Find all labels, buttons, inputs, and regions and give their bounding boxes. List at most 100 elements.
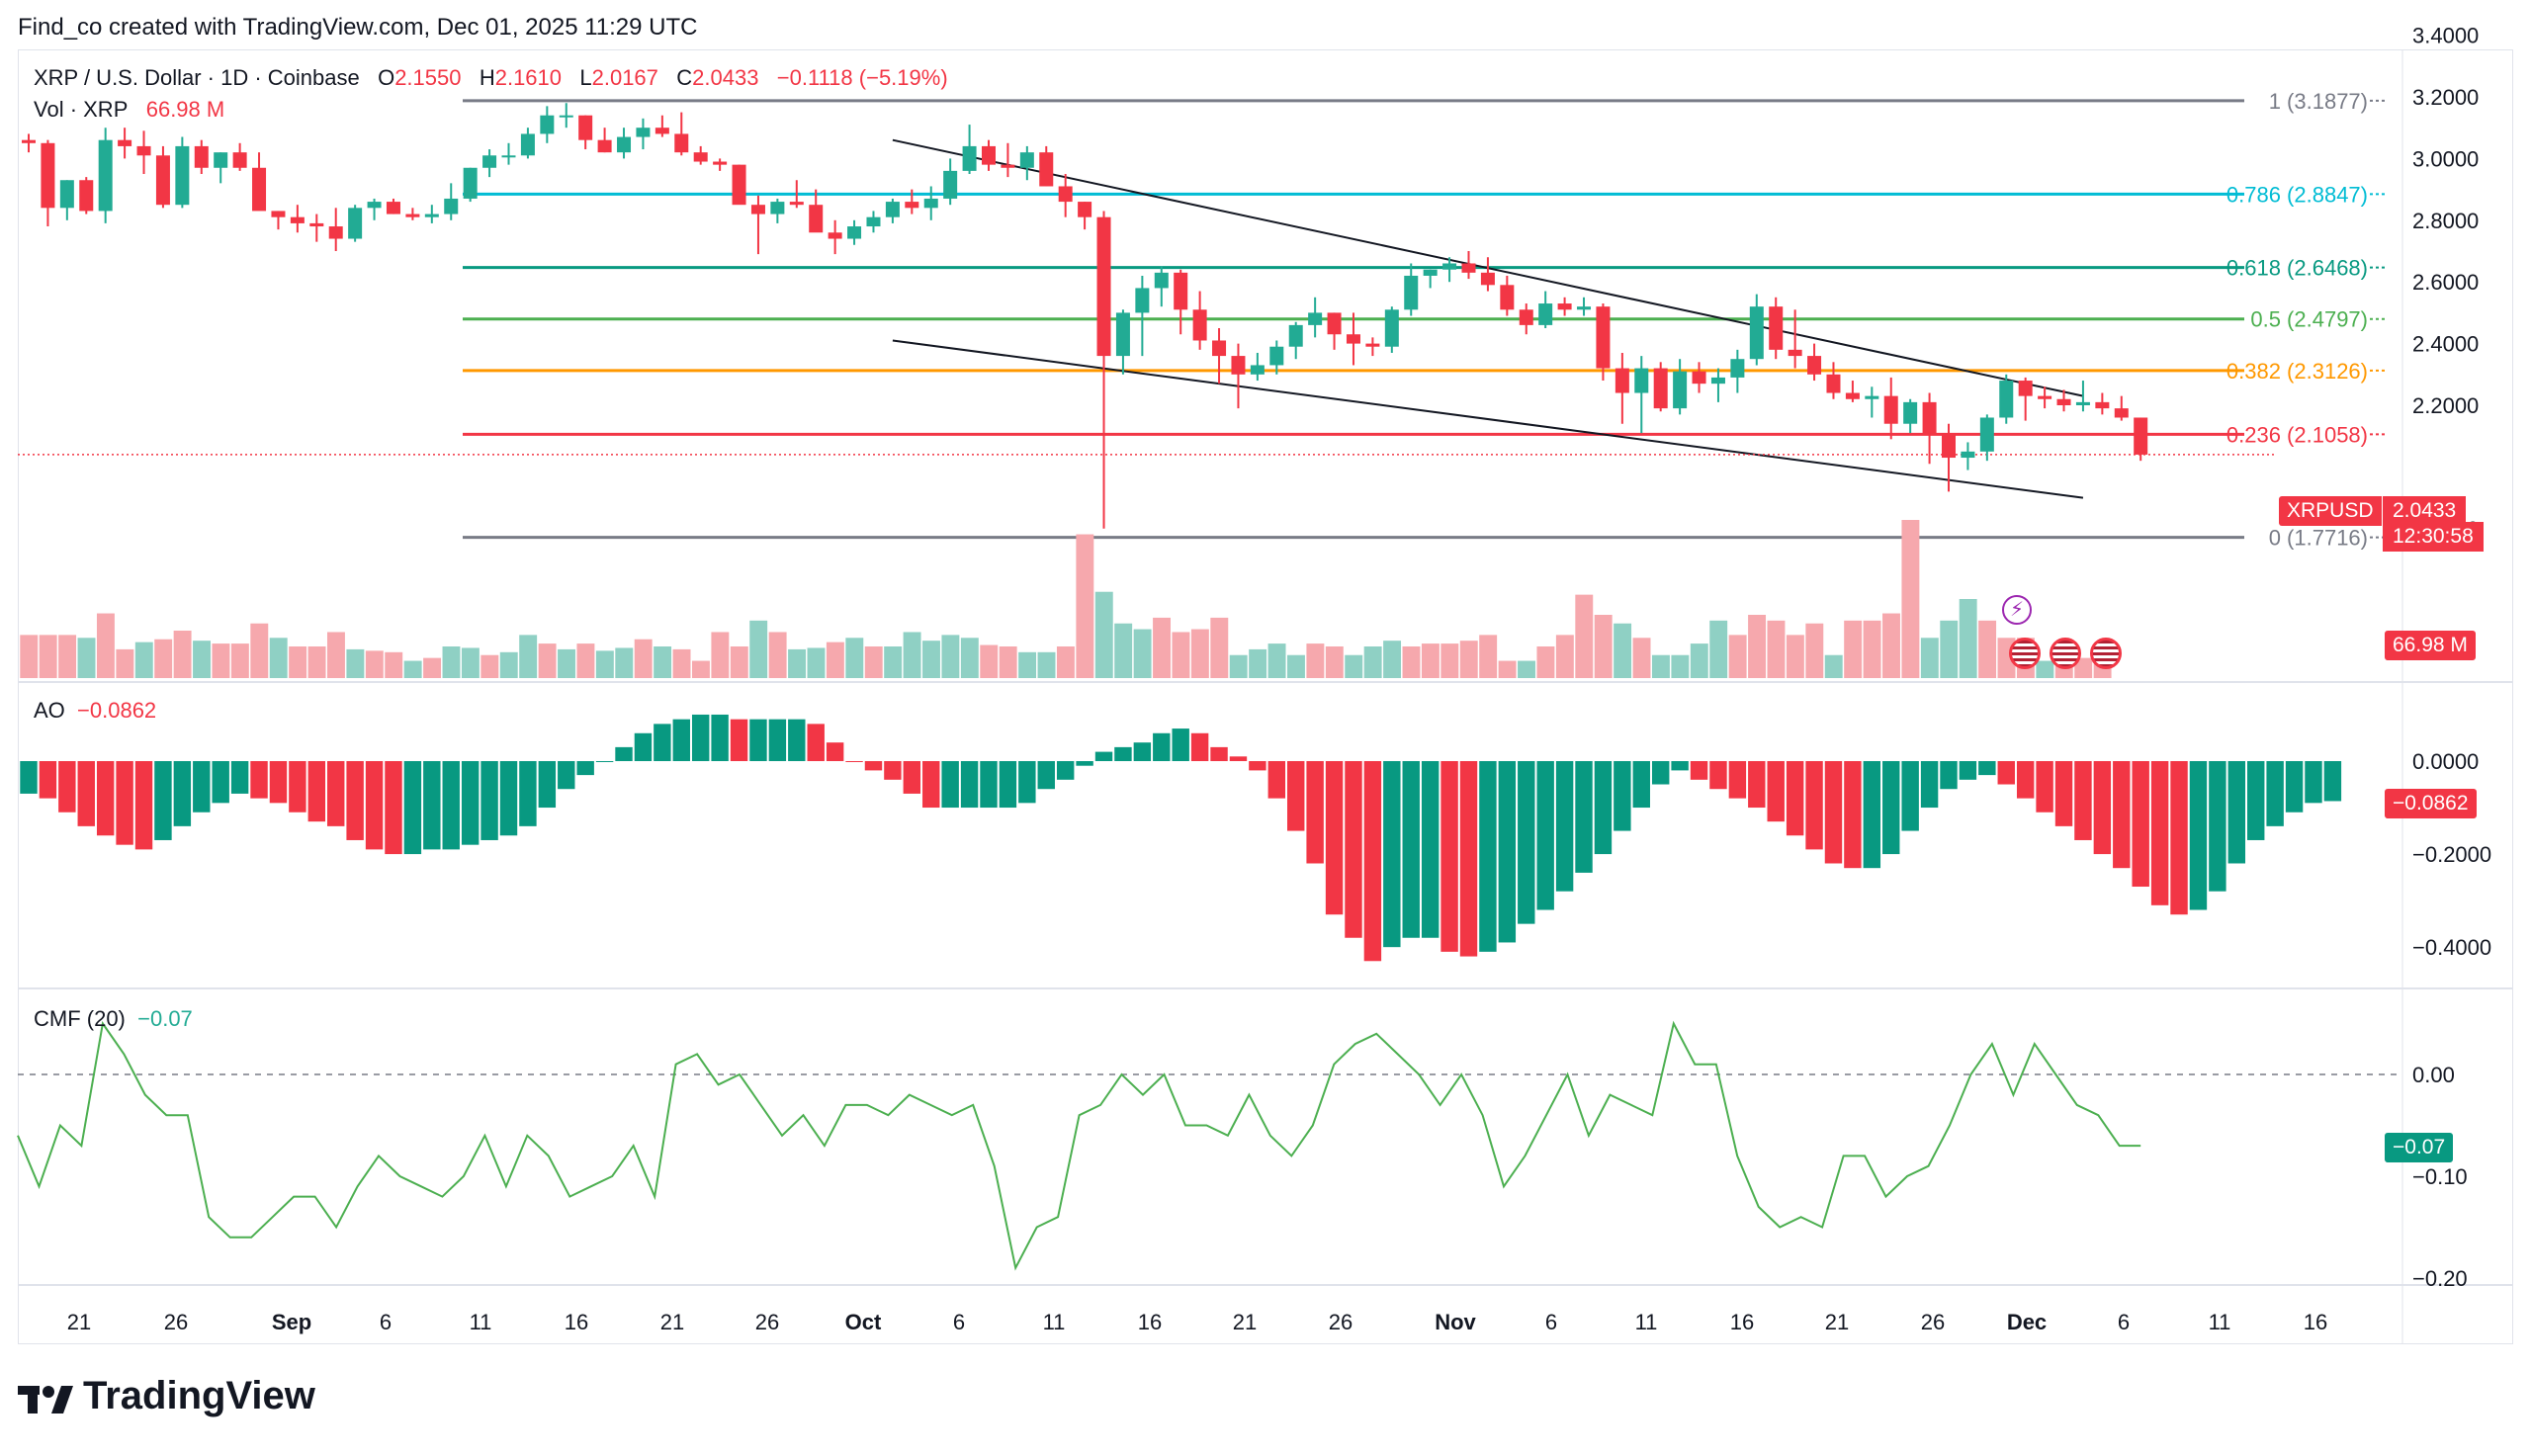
volume-legend: Vol · XRP 66.98 M <box>34 97 224 123</box>
volume-bar <box>1383 641 1402 678</box>
us-flag-event-icon[interactable] <box>2090 638 2122 669</box>
ao-bar <box>999 761 1017 809</box>
ao-bar <box>2305 761 2322 804</box>
ao-axis-tick: −0.2000 <box>2412 842 2491 867</box>
candle-body <box>328 226 343 239</box>
time-axis-tick: 11 <box>1043 1310 1066 1334</box>
volume-bar <box>538 643 557 678</box>
volume-bar <box>212 643 230 678</box>
candle-body <box>1692 371 1706 385</box>
candle-body <box>1404 275 1419 310</box>
price-axis-tick: 2.8000 <box>2412 209 2479 233</box>
price-axis-tick: 3.2000 <box>2412 85 2479 110</box>
ao-bar <box>116 761 133 845</box>
candle-body <box>1615 368 1629 393</box>
volume-bar <box>1345 654 1363 678</box>
volume-bar <box>154 639 173 678</box>
symbol-title[interactable]: XRP / U.S. Dollar · 1D · Coinbase <box>34 65 360 90</box>
symbol-price-tag: XRPUSD <box>2279 496 2382 526</box>
volume-bar <box>2036 660 2054 678</box>
volume-bar <box>1748 615 1767 678</box>
candle-body <box>1596 306 1611 369</box>
candle-body <box>923 198 938 209</box>
ao-bar <box>2093 761 2112 855</box>
volume-bar <box>1728 635 1747 678</box>
ao-bar <box>1325 761 1344 915</box>
ao-bar <box>1978 761 1996 776</box>
candle-body <box>463 167 478 199</box>
tradingview-logo[interactable]: TradingView <box>18 1374 315 1418</box>
ohlc-close-label: C <box>676 65 693 90</box>
ao-bar <box>1671 761 1689 771</box>
ao-bar <box>1786 761 1804 836</box>
ao-bar <box>385 761 402 855</box>
ao-bar <box>1959 761 1977 780</box>
volume-bar <box>788 648 807 678</box>
candle-body <box>1826 374 1841 393</box>
ao-axis-tick: −0.4000 <box>2412 935 2491 960</box>
volume-bar <box>365 650 384 678</box>
ao-bar <box>1614 761 1631 831</box>
price-axis-tick: 2.2000 <box>2412 393 2479 418</box>
cmf-label[interactable]: CMF (20) <box>34 1006 126 1031</box>
volume-bar <box>1786 635 1804 678</box>
candle-body <box>617 136 632 153</box>
chart-frame[interactable] <box>18 49 2513 1344</box>
time-axis-tick: 11 <box>470 1310 492 1334</box>
volume-bar <box>1287 654 1305 678</box>
ao-bar <box>1920 761 1939 809</box>
candle-body <box>2095 401 2110 409</box>
ao-bar <box>154 761 172 840</box>
candle-body <box>943 170 958 199</box>
volume-bar <box>807 647 826 678</box>
ao-bar <box>39 761 57 799</box>
ao-bar <box>58 761 76 813</box>
ohlc-high-value: 2.1610 <box>494 65 563 90</box>
candle-body <box>847 226 862 239</box>
volume-bar <box>1440 643 1459 678</box>
volume-bar <box>1056 646 1075 678</box>
volume-bar <box>39 635 57 678</box>
price-axis-tick: 2.4000 <box>2412 332 2479 357</box>
fib-level-label: 0.786 (2.8847) <box>2226 182 2368 207</box>
volume-bar <box>1249 648 1267 678</box>
lightning-event-icon[interactable]: ⚡ <box>2002 595 2032 625</box>
ao-bar <box>749 719 767 761</box>
volume-bar <box>980 644 999 678</box>
candle-body <box>1346 334 1360 344</box>
ao-bar <box>826 742 844 761</box>
ao-bar <box>1076 761 1093 766</box>
candle-body <box>1845 392 1860 399</box>
candle-body <box>750 205 765 214</box>
candle-body <box>1327 312 1342 335</box>
candle-body <box>271 211 286 217</box>
volume-bar <box>826 642 844 678</box>
volume-label[interactable]: Vol · XRP <box>34 97 129 122</box>
ao-bar <box>193 761 211 813</box>
volume-bar <box>884 646 903 678</box>
ao-bar <box>634 732 653 761</box>
candle-body <box>674 133 689 153</box>
us-flag-event-icon[interactable] <box>2009 638 2041 669</box>
ao-bar <box>1748 761 1766 809</box>
candle-body <box>1883 395 1898 424</box>
us-flag-event-icon[interactable] <box>2050 638 2081 669</box>
ao-bar <box>1249 761 1266 771</box>
ao-bar <box>461 761 480 845</box>
volume-bar <box>1325 646 1344 678</box>
ao-bar <box>2054 761 2073 826</box>
ao-bar <box>1594 761 1613 855</box>
channel-trendline-lower <box>892 339 2084 499</box>
candle-body <box>1942 433 1956 459</box>
volume-bar <box>1094 591 1113 678</box>
volume-bar <box>116 648 134 678</box>
volume-value: 66.98 M <box>145 97 225 122</box>
ao-bar <box>1555 761 1574 892</box>
candle-body <box>1653 368 1668 409</box>
ao-bar <box>2227 761 2246 864</box>
volume-bar <box>730 646 748 678</box>
ao-label[interactable]: AO <box>34 698 65 723</box>
candle-body <box>1308 312 1323 325</box>
candle-body <box>501 155 516 158</box>
